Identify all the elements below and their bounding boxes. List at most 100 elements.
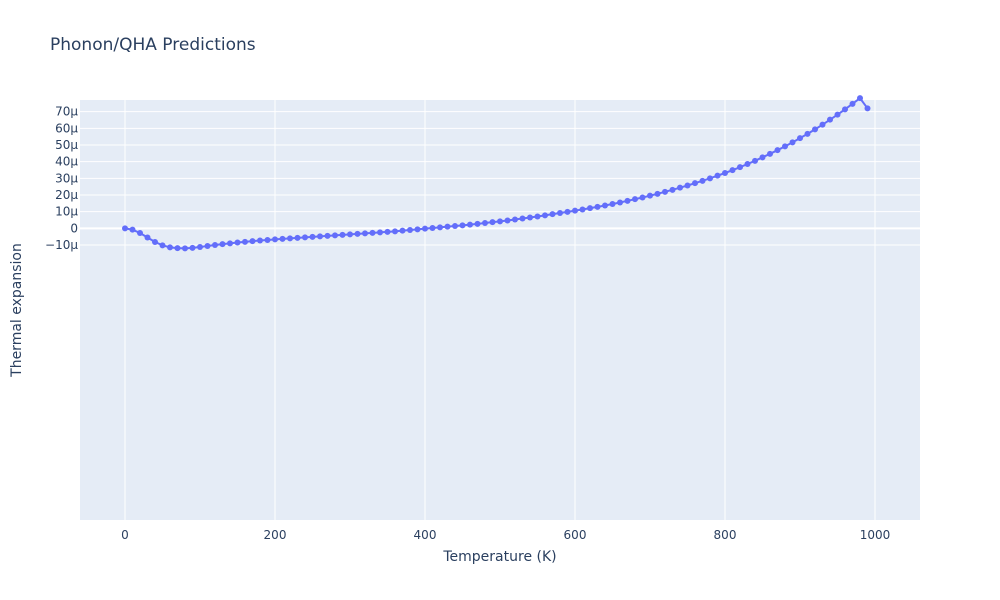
data-point[interactable] — [669, 186, 676, 193]
data-point[interactable] — [437, 224, 443, 231]
data-point[interactable] — [639, 194, 646, 201]
data-point[interactable] — [677, 184, 683, 191]
data-point[interactable] — [594, 203, 601, 210]
data-point[interactable] — [257, 237, 263, 244]
data-point[interactable] — [744, 161, 751, 167]
data-point[interactable] — [804, 130, 811, 137]
data-point[interactable] — [834, 111, 841, 118]
data-point[interactable] — [399, 227, 406, 234]
data-point[interactable] — [294, 234, 301, 241]
data-point[interactable] — [227, 240, 233, 247]
data-point[interactable] — [452, 223, 458, 229]
data-point[interactable] — [564, 208, 571, 215]
data-point[interactable] — [827, 116, 833, 123]
data-point[interactable] — [167, 244, 173, 251]
data-point[interactable] — [482, 220, 488, 226]
data-point[interactable] — [212, 242, 218, 248]
data-point[interactable] — [324, 232, 331, 239]
data-point[interactable] — [812, 126, 818, 133]
data-point[interactable] — [159, 242, 166, 249]
data-point[interactable] — [407, 227, 413, 233]
data-point[interactable] — [197, 244, 203, 250]
data-point[interactable] — [549, 211, 556, 218]
data-point[interactable] — [302, 234, 308, 241]
data-point[interactable] — [692, 180, 698, 187]
data-point[interactable] — [317, 233, 323, 240]
data-point[interactable] — [842, 106, 848, 113]
data-point[interactable] — [722, 170, 728, 176]
data-point[interactable] — [414, 226, 421, 233]
data-point[interactable] — [264, 237, 271, 243]
data-point[interactable] — [174, 245, 181, 252]
data-point[interactable] — [609, 201, 616, 207]
data-point[interactable] — [362, 230, 368, 237]
data-point[interactable] — [332, 232, 338, 239]
data-point[interactable] — [729, 167, 736, 174]
data-point[interactable] — [857, 95, 863, 102]
data-point[interactable] — [234, 239, 241, 246]
data-point[interactable] — [797, 135, 803, 142]
data-point[interactable] — [849, 100, 856, 107]
data-point[interactable] — [204, 243, 211, 249]
data-point[interactable] — [587, 205, 593, 212]
data-point[interactable] — [752, 157, 758, 164]
data-point[interactable] — [542, 212, 548, 219]
data-point[interactable] — [182, 245, 188, 252]
data-point[interactable] — [489, 219, 496, 226]
data-point[interactable] — [219, 241, 226, 248]
data-point[interactable] — [384, 228, 391, 235]
data-point[interactable] — [782, 143, 788, 150]
data-point[interactable] — [467, 221, 473, 228]
data-point[interactable] — [602, 202, 608, 209]
data-point[interactable] — [654, 190, 661, 197]
data-point[interactable] — [774, 147, 781, 154]
data-point[interactable] — [557, 210, 563, 216]
data-point[interactable] — [647, 192, 653, 199]
data-point[interactable] — [459, 222, 466, 229]
data-point[interactable] — [759, 154, 766, 161]
data-point[interactable] — [474, 220, 481, 227]
data-point[interactable] — [534, 213, 541, 220]
data-point[interactable] — [864, 105, 871, 112]
data-point[interactable] — [662, 188, 668, 195]
data-point[interactable] — [152, 239, 158, 245]
data-point[interactable] — [309, 233, 316, 240]
data-point[interactable] — [137, 230, 143, 236]
data-point[interactable] — [512, 216, 518, 223]
data-point[interactable] — [519, 215, 526, 222]
data-point[interactable] — [737, 164, 743, 171]
data-point[interactable] — [392, 228, 398, 235]
data-point[interactable] — [339, 231, 346, 238]
data-point[interactable] — [707, 175, 713, 182]
data-point[interactable] — [347, 231, 353, 238]
data-point[interactable] — [369, 229, 376, 236]
data-point[interactable] — [684, 182, 691, 189]
data-point[interactable] — [189, 244, 196, 251]
data-point[interactable] — [617, 199, 623, 206]
data-point[interactable] — [422, 225, 428, 232]
data-point[interactable] — [497, 218, 503, 225]
data-point[interactable] — [279, 235, 286, 242]
data-point[interactable] — [272, 236, 278, 243]
data-point[interactable] — [624, 197, 631, 204]
data-point[interactable] — [579, 206, 586, 213]
data-point[interactable] — [354, 230, 361, 237]
data-point[interactable] — [242, 238, 248, 245]
data-point[interactable] — [504, 217, 511, 224]
data-point[interactable] — [789, 139, 796, 146]
data-point[interactable] — [572, 207, 578, 214]
data-point[interactable] — [444, 223, 451, 230]
data-point[interactable] — [377, 229, 383, 236]
data-point[interactable] — [632, 196, 638, 203]
data-point[interactable] — [819, 121, 826, 128]
data-point[interactable] — [144, 234, 151, 241]
data-point[interactable] — [129, 226, 136, 233]
data-point[interactable] — [767, 150, 773, 157]
data-point[interactable] — [249, 238, 256, 245]
data-point[interactable] — [287, 235, 293, 242]
data-point[interactable] — [714, 172, 721, 179]
data-point[interactable] — [429, 225, 436, 231]
data-point[interactable] — [122, 225, 128, 232]
data-point[interactable] — [699, 177, 706, 184]
data-point[interactable] — [527, 214, 533, 221]
